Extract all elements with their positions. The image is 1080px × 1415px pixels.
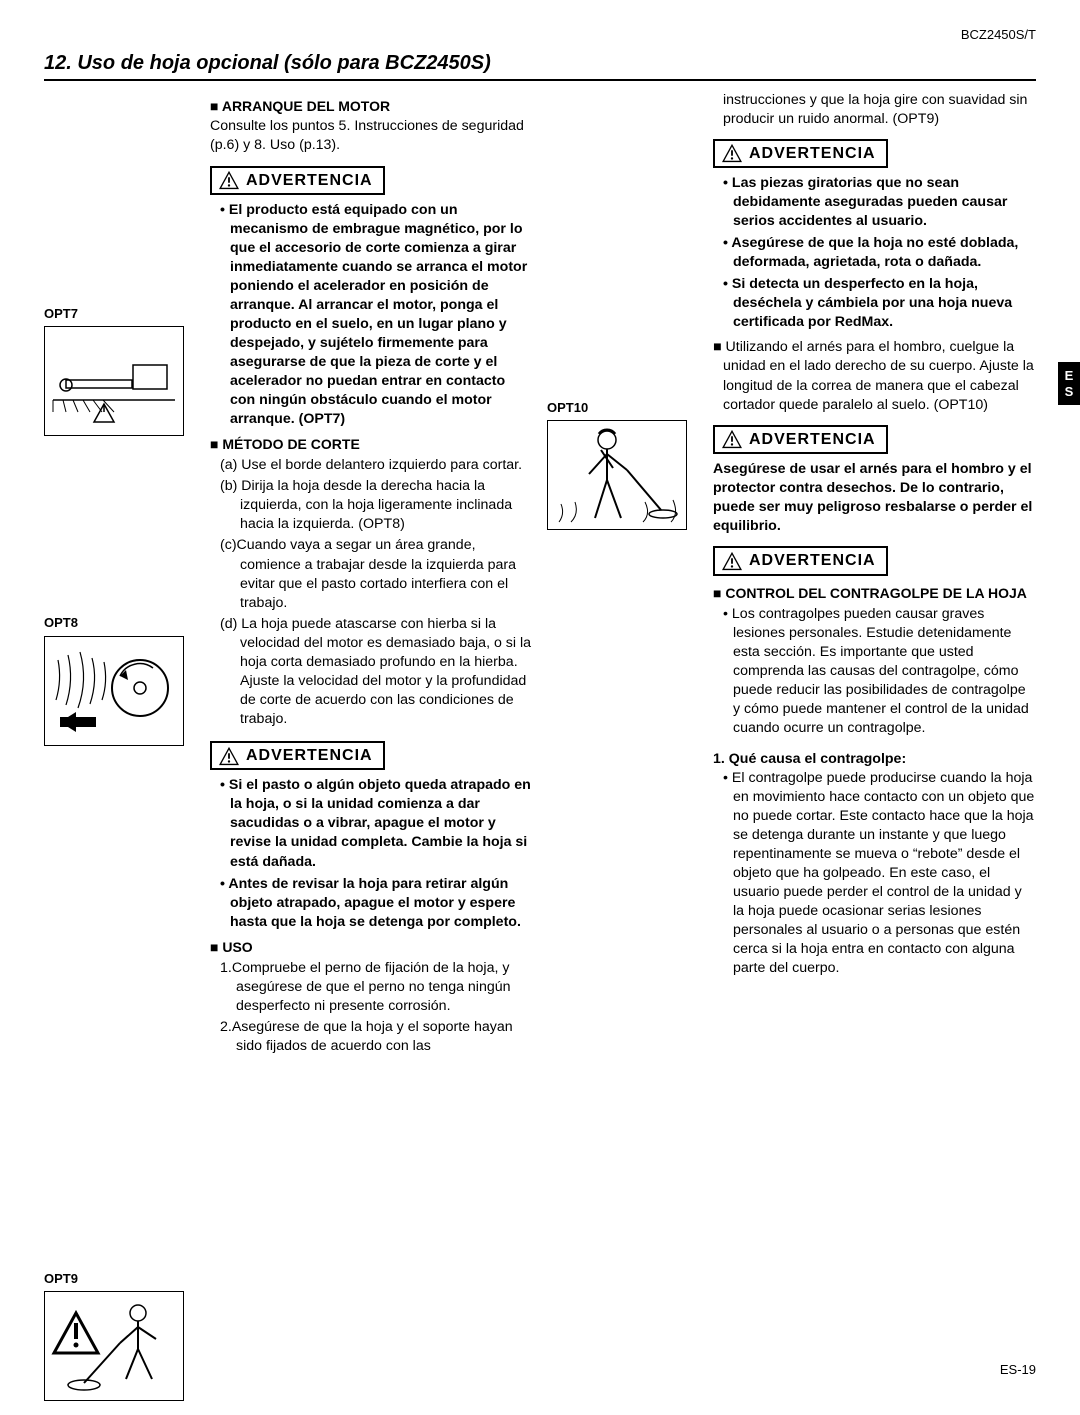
warning-triangle-icon bbox=[721, 429, 743, 449]
kick-cause-item: El contragolpe puede producirse cuando l… bbox=[723, 769, 1036, 978]
kick-cause-head: 1. Qué causa el contragolpe: bbox=[713, 750, 1036, 769]
figure-opt7 bbox=[44, 326, 184, 436]
language-tab: E S bbox=[1058, 362, 1080, 405]
kick-item-1: Los contragolpes pueden causar graves le… bbox=[723, 605, 1036, 738]
fig-label-opt8: OPT8 bbox=[44, 614, 196, 632]
figure-opt8 bbox=[44, 636, 184, 746]
operator-warning-icon bbox=[48, 1295, 180, 1397]
warning-label: ADVERTENCIA bbox=[749, 550, 876, 572]
tab-line-1: E bbox=[1064, 368, 1074, 384]
warn2-item-1: Si el pasto o algún objeto queda atrapad… bbox=[220, 776, 533, 871]
metodo-item-b: (b) Dirija la hoja desde la derecha haci… bbox=[220, 477, 533, 534]
para-arranque: Consulte los puntos 5. Instrucciones de … bbox=[210, 117, 533, 155]
cutting-direction-icon bbox=[48, 640, 180, 742]
trimmer-on-ground-icon bbox=[48, 330, 180, 432]
figure-column-left: OPT7 OPT8 bbox=[44, 91, 196, 1415]
warning-triangle-icon bbox=[218, 170, 240, 190]
warning-box-4: ADVERTENCIA bbox=[713, 425, 888, 455]
fig-label-opt7: OPT7 bbox=[44, 305, 196, 323]
figure-opt10 bbox=[547, 420, 687, 530]
warning-box-5: ADVERTENCIA bbox=[713, 546, 888, 576]
warn3-item-2: Asegúrese de que la hoja no esté doblada… bbox=[723, 234, 1036, 272]
metodo-item-d: (d) La hoja puede atascarse con hierba s… bbox=[220, 615, 533, 729]
para-continuation: instrucciones y que la hoja gire con sua… bbox=[713, 91, 1036, 129]
page-number: ES-19 bbox=[1000, 1361, 1036, 1379]
warn1-item: El producto está equipado con un mecanis… bbox=[220, 201, 533, 429]
heading-arranque: ARRANQUE DEL MOTOR bbox=[210, 97, 533, 116]
warn4-body: Asegúrese de usar el arnés para el hombr… bbox=[713, 460, 1036, 536]
text-column-right: instrucciones y que la hoja gire con sua… bbox=[713, 91, 1036, 1415]
fig-label-opt10: OPT10 bbox=[547, 399, 699, 417]
heading-metodo: MÉTODO DE CORTE bbox=[210, 435, 533, 454]
heading-uso: USO bbox=[210, 938, 533, 957]
warn3-item-1: Las piezas giratorias que no sean debida… bbox=[723, 174, 1036, 231]
warning-label: ADVERTENCIA bbox=[749, 429, 876, 451]
figure-opt9 bbox=[44, 1291, 184, 1401]
warning-label: ADVERTENCIA bbox=[246, 745, 373, 767]
fig-label-opt9: OPT9 bbox=[44, 1270, 196, 1288]
heading-kickback: CONTROL DEL CONTRAGOLPE DE LA HOJA bbox=[713, 584, 1036, 603]
tab-line-2: S bbox=[1064, 384, 1074, 400]
warning-box-1: ADVERTENCIA bbox=[210, 166, 385, 196]
figure-column-right: OPT10 bbox=[547, 91, 699, 1415]
warning-triangle-icon bbox=[721, 143, 743, 163]
warning-label: ADVERTENCIA bbox=[749, 143, 876, 165]
uso-item-2: 2.Asegúrese de que la hoja y el soporte … bbox=[220, 1018, 533, 1056]
text-column-left: ARRANQUE DEL MOTOR Consulte los puntos 5… bbox=[210, 91, 533, 1415]
warn2-item-2: Antes de revisar la hoja para retirar al… bbox=[220, 875, 533, 932]
metodo-item-c: (c)Cuando vaya a segar un área grande, c… bbox=[220, 536, 533, 612]
warning-triangle-icon bbox=[218, 746, 240, 766]
uso-item-1: 1.Compruebe el perno de fijación de la h… bbox=[220, 959, 533, 1016]
para-harness: ■ Utilizando el arnés para el hombro, cu… bbox=[713, 338, 1036, 414]
warning-box-2: ADVERTENCIA bbox=[210, 741, 385, 771]
warning-triangle-icon bbox=[721, 551, 743, 571]
para-harness-text: Utilizando el arnés para el hombro, cuel… bbox=[723, 339, 1034, 412]
operator-harness-icon bbox=[551, 424, 683, 526]
metodo-item-a: (a) Use el borde delantero izquierdo par… bbox=[220, 456, 533, 475]
warning-box-3: ADVERTENCIA bbox=[713, 139, 888, 169]
warn3-item-3: Si detecta un desperfecto en la hoja, de… bbox=[723, 275, 1036, 332]
model-label: BCZ2450S/T bbox=[44, 26, 1036, 44]
warning-label: ADVERTENCIA bbox=[246, 170, 373, 192]
section-title: 12. Uso de hoja opcional (sólo para BCZ2… bbox=[44, 50, 1036, 81]
